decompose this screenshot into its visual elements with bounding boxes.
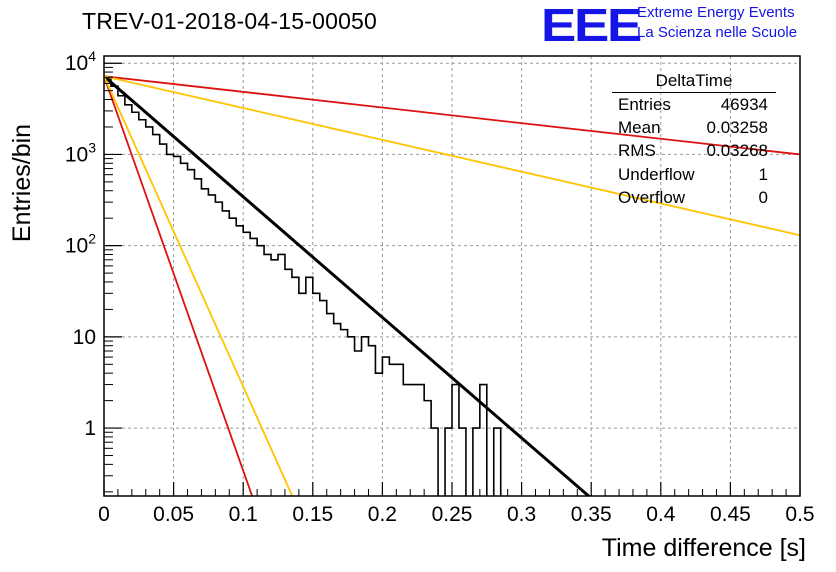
stats-row-overflow: Overflow 0	[612, 186, 776, 209]
logo-line-1: Extreme Energy Events	[637, 4, 795, 21]
stats-value: 0.03258	[706, 118, 768, 138]
reference-line	[104, 75, 800, 237]
y-tick-label: 1	[84, 417, 96, 440]
stats-value: 0	[758, 187, 768, 207]
x-tick-label: 0.35	[571, 503, 612, 526]
x-tick-label: 0	[98, 503, 110, 526]
reference-line	[104, 75, 800, 156]
x-axis-label: Time difference [s]	[601, 534, 806, 562]
y-tick-label: 102	[65, 231, 96, 258]
stats-label: Entries	[618, 95, 671, 114]
x-tick-label: 0.3	[507, 503, 536, 526]
x-tick-label: 0.05	[153, 503, 194, 526]
y-tick-label: 10	[73, 326, 96, 349]
y-tick-label: 104	[65, 48, 96, 75]
data-area	[104, 75, 800, 496]
y-axis-label: Entries/bin	[8, 123, 36, 243]
x-tick-label: 0.45	[710, 503, 751, 526]
stats-box: DeltaTime Entries 46934 Mean 0.03258 RMS…	[612, 70, 776, 209]
stats-value: 46934	[720, 95, 768, 114]
stats-box-title: DeltaTime	[612, 70, 776, 93]
reference-line	[104, 75, 254, 496]
x-tick-label: 0.2	[368, 503, 397, 526]
stats-row-underflow: Underflow 1	[612, 163, 776, 186]
x-tick-label: 0.25	[432, 503, 473, 526]
stats-row-entries: Entries 46934	[612, 93, 776, 116]
stats-label: Underflow	[618, 164, 695, 184]
histogram-outline	[104, 77, 502, 496]
stats-label: RMS	[618, 141, 656, 161]
stats-value: 0.03268	[706, 141, 768, 161]
logo-line-2: La Scienza nelle Scuole	[637, 24, 798, 41]
eee-logo: EEE	[541, 0, 642, 51]
stats-value: 1	[758, 164, 768, 184]
x-tick-label: 0.5	[785, 503, 814, 526]
x-tick-label: 0.1	[229, 503, 258, 526]
y-tick-label: 103	[65, 139, 96, 166]
stats-row-rms: RMS 0.03268	[612, 139, 776, 162]
reference-line	[104, 75, 294, 496]
histogram-title: TREV-01-2018-04-15-00050	[82, 8, 378, 34]
stats-row-mean: Mean 0.03258	[612, 116, 776, 139]
stats-label: Overflow	[618, 187, 686, 207]
x-tick-label: 0.15	[292, 503, 333, 526]
axes: 0 0.05 0.1 0.15 0.2 0.25 0.3 0.35 0.4 0.45 0.51101…	[65, 48, 815, 526]
x-tick-label: 0.4	[646, 503, 676, 526]
stats-label: Mean	[618, 118, 661, 138]
fit-line	[104, 75, 591, 496]
